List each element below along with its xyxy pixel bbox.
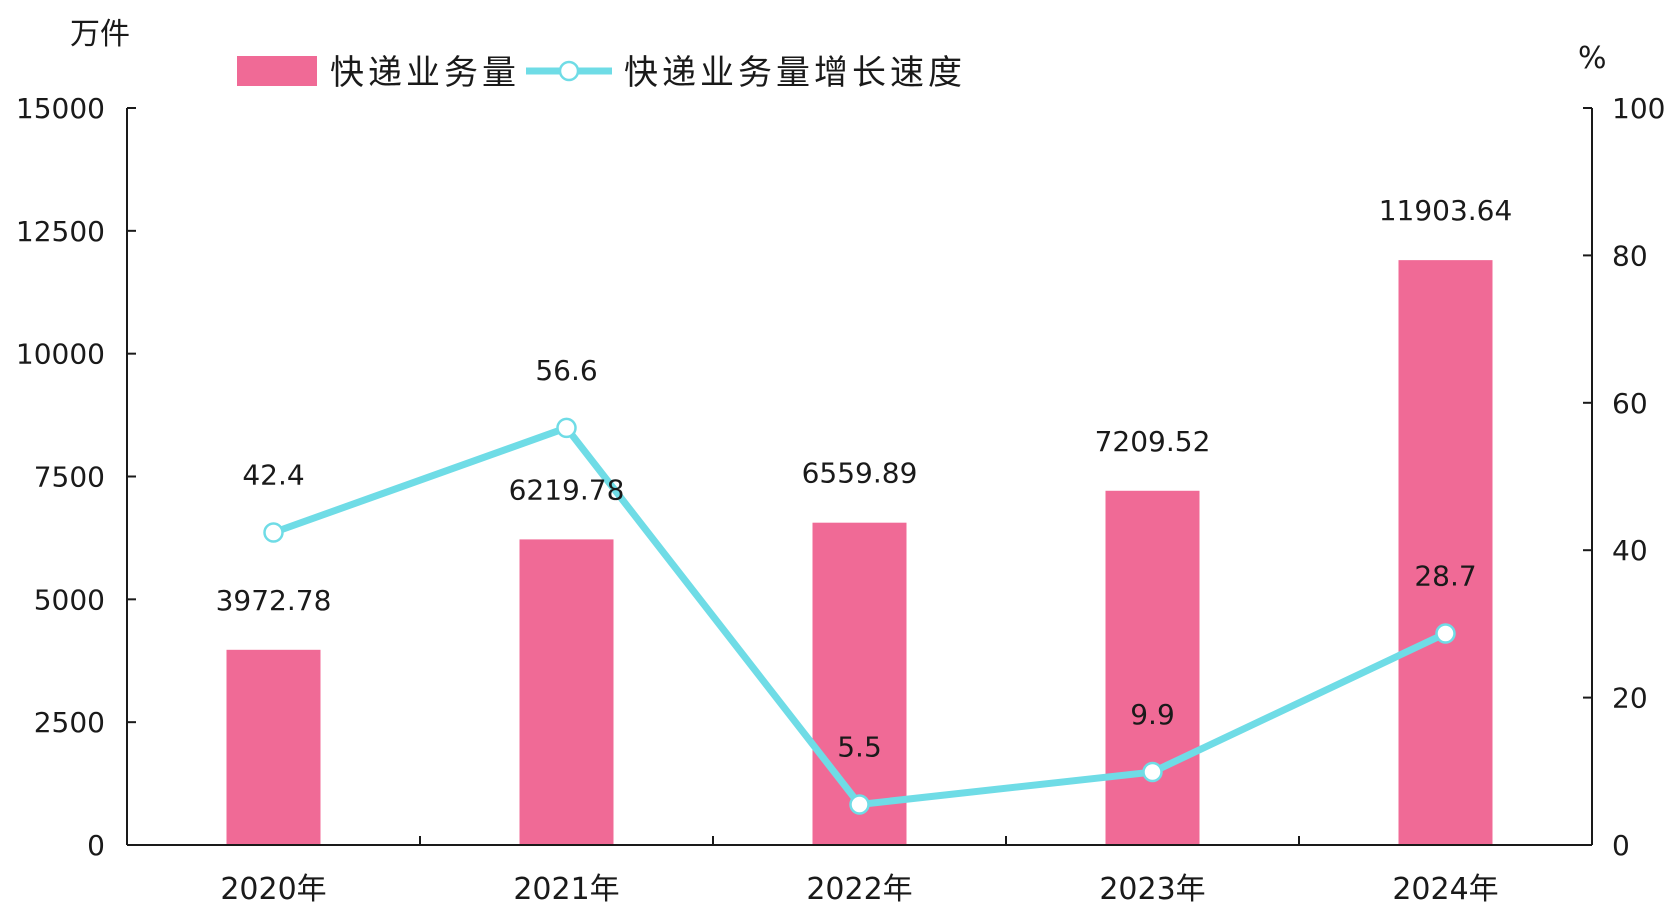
axes-layer: 0 2500 5000 7500 10000 12500 15000 0 20 40 60 80 100… bbox=[16, 92, 1666, 907]
left-tick-label: 5000 bbox=[34, 583, 105, 616]
growth-point bbox=[1142, 761, 1163, 783]
bar bbox=[226, 649, 321, 845]
bar bbox=[812, 522, 907, 845]
right-tick-label: 100 bbox=[1612, 92, 1665, 125]
x-category-label: 2020年 bbox=[220, 872, 326, 907]
labels-layer: 3972.78 6219.78 6559.89 7209.52 11903.64 42.4… bbox=[216, 194, 1513, 763]
bar-value-label: 11903.64 bbox=[1379, 194, 1513, 227]
x-category-label: 2024年 bbox=[1392, 872, 1498, 907]
legend-label-line: 快递业务量增长速度 bbox=[624, 53, 966, 93]
growth-point bbox=[1435, 623, 1456, 644]
left-tick-label: 10000 bbox=[16, 338, 105, 371]
bar-value-label: 6219.78 bbox=[509, 473, 625, 506]
right-tick-label: 40 bbox=[1612, 534, 1648, 567]
legend-swatch-marker bbox=[558, 60, 580, 82]
right-tick-label: 20 bbox=[1612, 682, 1648, 715]
bar-value-label: 3972.78 bbox=[216, 584, 332, 617]
right-tick-label: 0 bbox=[1612, 829, 1630, 862]
bar bbox=[519, 539, 614, 845]
growth-value-label: 56.6 bbox=[535, 354, 597, 387]
left-tick-label: 12500 bbox=[16, 215, 105, 248]
x-category-label: 2021年 bbox=[513, 872, 619, 907]
growth-value-label: 9.9 bbox=[1130, 698, 1175, 731]
bar bbox=[1105, 490, 1200, 845]
growth-point bbox=[849, 794, 870, 815]
legend-label-bar: 快递业务量 bbox=[330, 53, 520, 93]
bar-value-label: 7209.52 bbox=[1095, 425, 1211, 458]
bar-value-label: 6559.89 bbox=[802, 457, 918, 490]
right-tick-label: 60 bbox=[1612, 387, 1648, 420]
right-axis-unit: % bbox=[1578, 41, 1607, 76]
right-tick-label: 80 bbox=[1612, 239, 1648, 272]
line-layer bbox=[263, 417, 1456, 815]
growth-point bbox=[263, 522, 284, 543]
bar bbox=[1398, 260, 1493, 845]
growth-point bbox=[556, 417, 577, 439]
growth-value-label: 28.7 bbox=[1414, 559, 1476, 592]
x-category-label: 2022年 bbox=[806, 872, 912, 907]
left-tick-label: 7500 bbox=[34, 461, 105, 494]
legend-swatch-bar bbox=[237, 56, 317, 86]
left-tick-label: 0 bbox=[87, 829, 105, 862]
left-tick-label: 2500 bbox=[34, 706, 105, 739]
growth-value-label: 5.5 bbox=[837, 730, 882, 763]
bars-layer bbox=[226, 260, 1493, 845]
legend: 快递业务量 快递业务量增长速度 bbox=[237, 53, 966, 93]
left-tick-label: 15000 bbox=[16, 92, 105, 125]
left-axis-unit: 万件 bbox=[70, 17, 130, 52]
growth-value-label: 42.4 bbox=[242, 459, 304, 492]
x-category-label: 2023年 bbox=[1099, 872, 1205, 907]
